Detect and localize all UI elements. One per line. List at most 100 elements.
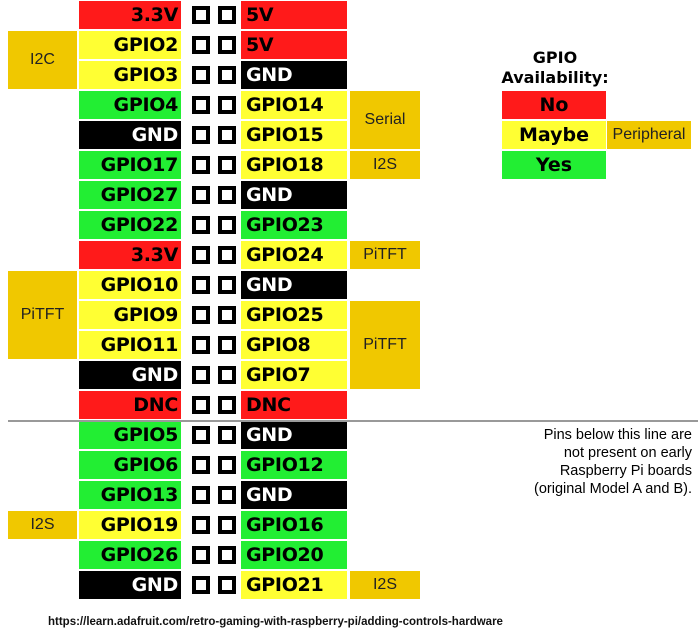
pin-square-icon-odd (192, 126, 210, 144)
pin-square-icon-even (218, 96, 236, 114)
pin-square-icon-odd (192, 36, 210, 54)
pin-square-icon-odd (192, 456, 210, 474)
legend-title: GPIO Availability: (498, 48, 612, 88)
pin-square-icon-even (218, 366, 236, 384)
pin-square-icon-odd (192, 156, 210, 174)
legend-peripheral-box: Peripheral (607, 121, 691, 149)
pin-square-icon-even (218, 336, 236, 354)
pin-label-left: GND (79, 571, 181, 599)
pin-label-left: GPIO4 (79, 91, 181, 119)
pin-square-icon-even (218, 516, 236, 534)
pin-square-icon-odd (192, 486, 210, 504)
pin-label-right: GND (241, 271, 347, 299)
pin-label-right: GPIO12 (241, 451, 347, 479)
pin-square-icon-even (218, 36, 236, 54)
peripheral-label-pitft: PiTFT (8, 271, 77, 359)
pin-label-right: GND (241, 421, 347, 449)
pin-square-icon-odd (192, 426, 210, 444)
pin-square-icon-even (218, 156, 236, 174)
pin-label-left: GPIO9 (79, 301, 181, 329)
pin-square-icon-odd (192, 216, 210, 234)
peripheral-label-pitft: PiTFT (350, 241, 420, 269)
pin-label-right: GPIO15 (241, 121, 347, 149)
pin-square-icon-even (218, 126, 236, 144)
pin-label-left: 3.3V (79, 241, 181, 269)
pin-square-icon-even (218, 6, 236, 24)
pin-label-left: GPIO13 (79, 481, 181, 509)
pin-label-left: GPIO2 (79, 31, 181, 59)
note-line: Pins below this line are (543, 427, 692, 443)
pin-square-icon-odd (192, 6, 210, 24)
pin-label-right: GND (241, 481, 347, 509)
pin-square-icon-odd (192, 306, 210, 324)
note-line: (original Model A and B). (534, 481, 692, 497)
pin-label-right: 5V (241, 1, 347, 29)
pin-square-icon-even (218, 306, 236, 324)
legend-item-no: No (502, 91, 606, 119)
pin-label-left: GPIO11 (79, 331, 181, 359)
pin-label-right: GPIO21 (241, 571, 347, 599)
pin-label-left: GPIO5 (79, 421, 181, 449)
legend-item-maybe: Maybe (502, 121, 606, 149)
pin-label-right: GND (241, 61, 347, 89)
note-line: Raspberry Pi boards (559, 463, 692, 479)
pin-label-right: GPIO14 (241, 91, 347, 119)
legend-title-line1: GPIO (532, 48, 578, 67)
pin-label-right: GND (241, 181, 347, 209)
pin-square-icon-even (218, 216, 236, 234)
pin-label-left: GPIO6 (79, 451, 181, 479)
pin-square-icon-even (218, 186, 236, 204)
early-boards-divider-line (8, 420, 698, 422)
pin-square-icon-even (218, 576, 236, 594)
pin-label-left: GPIO3 (79, 61, 181, 89)
pin-label-left: GPIO17 (79, 151, 181, 179)
pin-label-right: GPIO25 (241, 301, 347, 329)
pin-square-icon-odd (192, 576, 210, 594)
peripheral-label-serial: Serial (350, 91, 420, 149)
pin-square-icon-even (218, 546, 236, 564)
pin-square-icon-odd (192, 366, 210, 384)
pin-square-icon-even (218, 456, 236, 474)
pin-label-left: DNC (79, 391, 181, 419)
pin-square-icon-even (218, 246, 236, 264)
pin-label-left: GPIO26 (79, 541, 181, 569)
peripheral-label-pitft: PiTFT (350, 301, 420, 389)
pin-square-icon-even (218, 396, 236, 414)
pin-square-icon-even (218, 66, 236, 84)
peripheral-label-i2s: I2S (350, 571, 420, 599)
pin-square-icon-odd (192, 396, 210, 414)
pin-label-right: GPIO7 (241, 361, 347, 389)
pin-square-icon-odd (192, 276, 210, 294)
legend-title-line2: Availability: (501, 68, 609, 87)
pin-label-left: GND (79, 121, 181, 149)
pin-label-right: 5V (241, 31, 347, 59)
pin-square-icon-odd (192, 516, 210, 534)
pin-label-right: GPIO18 (241, 151, 347, 179)
pin-square-icon-odd (192, 96, 210, 114)
pin-label-right: GPIO16 (241, 511, 347, 539)
pin-square-icon-odd (192, 546, 210, 564)
pin-square-icon-odd (192, 186, 210, 204)
pin-label-right: GPIO24 (241, 241, 347, 269)
pin-label-right: DNC (241, 391, 347, 419)
pin-label-left: GND (79, 361, 181, 389)
pin-square-icon-odd (192, 66, 210, 84)
pin-square-icon-odd (192, 336, 210, 354)
pin-label-left: GPIO19 (79, 511, 181, 539)
pin-label-left: GPIO27 (79, 181, 181, 209)
peripheral-label-i2c: I2C (8, 31, 77, 89)
source-url: https://learn.adafruit.com/retro-gaming-… (48, 616, 503, 628)
pin-label-left: 3.3V (79, 1, 181, 29)
pin-square-icon-even (218, 276, 236, 294)
pin-square-icon-odd (192, 246, 210, 264)
legend-item-yes: Yes (502, 151, 606, 179)
pin-label-right: GPIO20 (241, 541, 347, 569)
early-boards-note: Pins below this line are not present on … (496, 426, 692, 498)
note-line: not present on early (563, 445, 692, 461)
pin-label-left: GPIO22 (79, 211, 181, 239)
pin-square-icon-even (218, 426, 236, 444)
peripheral-label-i2s: I2S (8, 511, 77, 539)
pin-label-right: GPIO8 (241, 331, 347, 359)
pin-square-icon-even (218, 486, 236, 504)
peripheral-label-i2s: I2S (350, 151, 420, 179)
